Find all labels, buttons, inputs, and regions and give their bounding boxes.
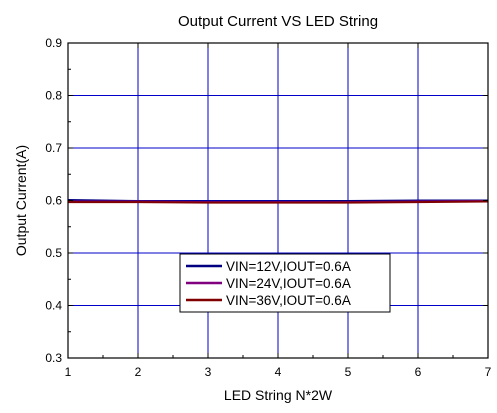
x-axis-label: LED String N*2W: [224, 387, 333, 403]
x-tick-label: 5: [345, 365, 352, 379]
y-tick-label: 0.7: [45, 141, 62, 155]
y-tick-label: 0.9: [45, 36, 62, 50]
legend-label-36v: VIN=36V,IOUT=0.6A: [226, 293, 351, 308]
y-axis-label: Output Current(A): [13, 145, 29, 256]
x-tick-label: 7: [485, 365, 492, 379]
y-tick-label: 0.3: [45, 351, 62, 365]
y-tick-label: 0.5: [45, 246, 62, 260]
legend-label-12v: VIN=12V,IOUT=0.6A: [226, 259, 351, 274]
x-tick-label: 6: [415, 365, 422, 379]
y-tick-label: 0.4: [45, 299, 62, 313]
legend: VIN=12V,IOUT=0.6A VIN=24V,IOUT=0.6A VIN=…: [179, 253, 391, 313]
series-line-2: [68, 200, 489, 204]
x-tick-label: 2: [135, 365, 142, 379]
chart-title: Output Current VS LED String: [178, 13, 378, 30]
axis-ticks: 1 2 3 4 5 6 7 0.3 0.4 0.5 0.6 0.7 0.8 0.9: [45, 36, 491, 379]
x-tick-label: 4: [275, 365, 282, 379]
series-lines: [67, 198, 489, 204]
x-tick-label: 1: [65, 365, 72, 379]
legend-label-24v: VIN=24V,IOUT=0.6A: [226, 276, 351, 291]
x-tick-label: 3: [205, 365, 212, 379]
y-tick-label: 0.8: [45, 89, 62, 103]
y-tick-label: 0.6: [45, 194, 62, 208]
